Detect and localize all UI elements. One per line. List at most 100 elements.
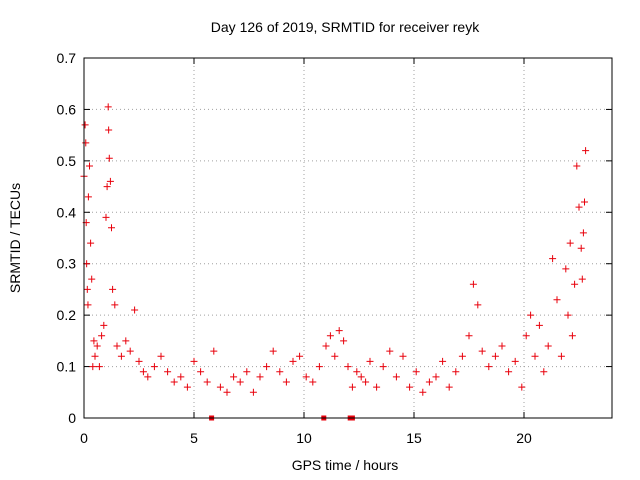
data-point (157, 352, 165, 360)
data-point (164, 368, 172, 376)
data-point (399, 352, 407, 360)
chart-title: Day 126 of 2019, SRMTID for receiver rey… (211, 19, 480, 35)
data-point (366, 357, 374, 365)
data-point (544, 342, 552, 350)
data-point (573, 162, 581, 170)
data-point (105, 126, 113, 134)
data-point (322, 342, 330, 350)
data-point (579, 229, 587, 237)
data-point (582, 147, 590, 155)
data-point (439, 357, 447, 365)
data-point (276, 368, 284, 376)
data-point (108, 224, 115, 232)
y-tick-label: 0.6 (57, 101, 77, 117)
data-point (190, 357, 198, 365)
y-tick-label: 0.5 (57, 153, 77, 169)
data-point (578, 275, 586, 283)
data-point (568, 332, 576, 340)
data-point (505, 368, 513, 376)
data-point (353, 368, 361, 376)
y-tick-label: 0.3 (57, 256, 77, 272)
data-point (93, 342, 101, 350)
data-point (263, 363, 271, 371)
data-point (183, 383, 191, 391)
data-point (289, 357, 297, 365)
data-point (485, 363, 493, 371)
data-point (309, 378, 317, 386)
x-tick-label: 0 (80, 430, 88, 446)
data-point (469, 280, 477, 288)
data-point (249, 388, 257, 396)
data-point (432, 373, 440, 381)
data-point (256, 373, 264, 381)
data-point (566, 239, 574, 247)
data-point (445, 383, 453, 391)
data-point (131, 306, 139, 314)
data-point (230, 373, 238, 381)
data-point (373, 383, 381, 391)
data-point (122, 337, 130, 345)
data-point (103, 183, 111, 191)
data-point (452, 368, 460, 376)
data-point (344, 363, 352, 371)
data-point (491, 352, 499, 360)
y-tick-label: 0.7 (57, 50, 77, 66)
x-axis-label: GPS time / hours (292, 457, 399, 473)
y-tick-label: 0.2 (57, 307, 77, 323)
ticks: 0 0.1 0.2 0.3 0.4 0.5 0.6 0.7 0 5 10 15 20 (57, 50, 612, 446)
data-point (465, 332, 473, 340)
data-point (84, 193, 92, 201)
data-point (86, 162, 93, 170)
data-point (577, 244, 585, 252)
data-point (197, 368, 205, 376)
data-point (91, 352, 99, 360)
data-point (111, 301, 119, 309)
data-point (315, 363, 323, 371)
data-point (203, 378, 211, 386)
data-point (117, 352, 125, 360)
data-point (210, 347, 218, 355)
data-point (386, 347, 394, 355)
grid (84, 58, 612, 418)
data-point (540, 368, 548, 376)
data-point (340, 337, 348, 345)
data-point (535, 321, 543, 329)
data-point (518, 383, 526, 391)
data-point (412, 368, 420, 376)
data-point (82, 139, 90, 147)
data-point (144, 373, 152, 381)
data-point (379, 363, 387, 371)
x-tick-label: 5 (190, 430, 198, 446)
data-point (335, 327, 343, 335)
data-point (84, 301, 92, 309)
data-point (81, 121, 89, 129)
x-tick-label: 20 (516, 430, 532, 446)
data-point (575, 203, 583, 211)
data-point (357, 373, 365, 381)
data-point (100, 321, 108, 329)
data-point (102, 213, 110, 221)
data-point (392, 373, 400, 381)
x-tick-label: 15 (406, 430, 422, 446)
y-tick-label: 0.4 (57, 204, 77, 220)
data-point (105, 154, 113, 162)
data-point (425, 378, 433, 386)
data-point (511, 357, 519, 365)
data-point (150, 363, 158, 371)
data-point (406, 383, 414, 391)
data-point (348, 383, 356, 391)
data-point (296, 352, 304, 360)
data-point (98, 332, 106, 340)
data-point (498, 342, 506, 350)
y-tick-label: 0 (68, 410, 76, 426)
data-point (302, 373, 310, 381)
data-point (474, 301, 482, 309)
data-point (282, 378, 290, 386)
data-point (531, 352, 539, 360)
data-point (223, 388, 231, 396)
data-point (549, 255, 557, 263)
data-point (109, 285, 117, 293)
data-point (216, 383, 224, 391)
x-tick-label: 10 (296, 430, 312, 446)
data-point (170, 378, 178, 386)
